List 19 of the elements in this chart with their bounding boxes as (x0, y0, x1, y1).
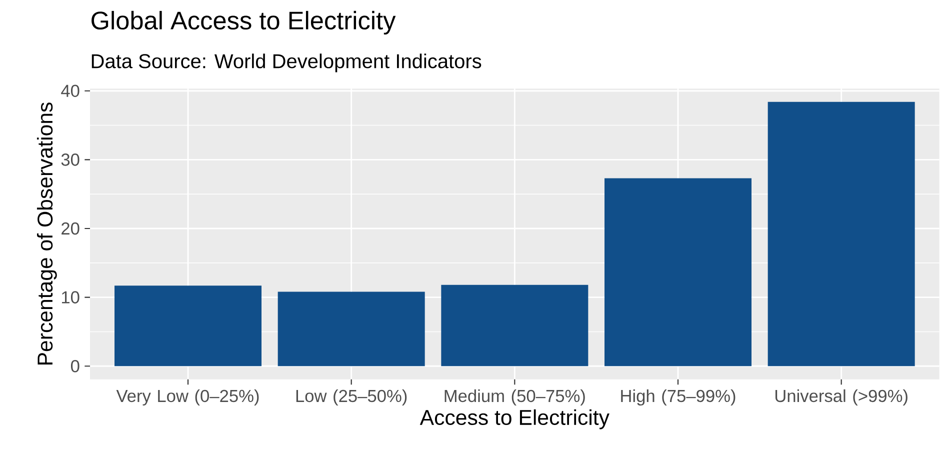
bar (278, 292, 425, 366)
bar (768, 102, 915, 366)
bar (604, 178, 752, 366)
y-tick-label: 0 (70, 360, 80, 372)
y-tick-label: 30 (61, 154, 80, 166)
y-axis-title: Percentage of Observations (36, 102, 57, 364)
x-tick-label: High (75–99%) (621, 389, 736, 406)
chart-title: Global Access to Electricity (92, 10, 396, 35)
chart-subtitle: Data Source: World Development Indicators (92, 54, 482, 72)
y-tick-label: 20 (62, 222, 80, 235)
x-axis-title: Access to Electricity (420, 409, 610, 430)
y-tick-label: 10 (62, 291, 80, 304)
x-tick-label: Universal (>99%) (775, 389, 908, 406)
x-tick-label: Low (25–50%) (296, 389, 407, 406)
bar (441, 284, 588, 366)
x-tick-label: Medium (50–75%) (444, 389, 585, 406)
bar (114, 286, 262, 366)
y-tick-label: 40 (61, 84, 80, 98)
x-tick-label: Very Low (0–25%) (116, 389, 259, 406)
